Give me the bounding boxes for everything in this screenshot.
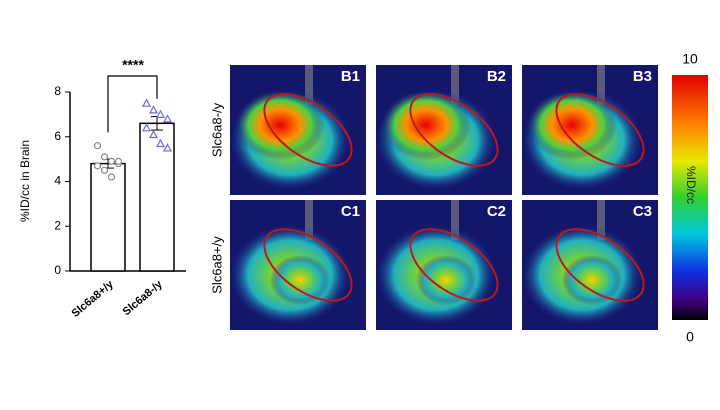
- data-point: [155, 109, 166, 118]
- data-point: [141, 98, 152, 107]
- panel-label: C1: [341, 203, 360, 220]
- panel-label: B2: [487, 68, 506, 85]
- panel-label: C3: [633, 203, 652, 220]
- brain-roi: [555, 93, 645, 167]
- data-point: [107, 157, 116, 165]
- y-tick-label: 6: [54, 129, 61, 143]
- data-point: [93, 162, 102, 170]
- brain-roi: [555, 228, 645, 302]
- y-tick-label: 0: [54, 263, 61, 277]
- scanner-bar: [597, 65, 605, 105]
- scanner-bar: [597, 200, 605, 240]
- x-tick-label: Slc6a8+/y: [69, 278, 116, 320]
- data-point: [114, 157, 123, 165]
- significance: ****: [122, 57, 144, 73]
- data-point: [148, 105, 159, 114]
- scanner-bar: [305, 200, 313, 240]
- y-axis-label: %ID/cc in Brain: [18, 140, 32, 222]
- data-point: [100, 153, 109, 161]
- panel-label: C2: [487, 203, 506, 220]
- data-point: [141, 123, 152, 132]
- x-tick-label: Slc6a8-/y: [121, 278, 166, 318]
- y-tick-label: 2: [54, 218, 61, 232]
- y-tick-label: 8: [54, 84, 61, 98]
- panel-label: B1: [341, 68, 360, 85]
- bar: [90, 162, 126, 272]
- uptake: [562, 255, 622, 305]
- uptake: [235, 90, 325, 160]
- colorbar-label: %ID/cc: [684, 166, 698, 204]
- uptake: [270, 255, 330, 305]
- panel-label: B3: [633, 68, 652, 85]
- brain-roi: [409, 228, 499, 302]
- uptake: [527, 90, 617, 160]
- scanner-bar: [451, 200, 459, 240]
- brain-roi: [263, 228, 353, 302]
- y-tick-label: 4: [54, 174, 61, 188]
- data-point: [162, 114, 173, 123]
- significance-bracket: [107, 75, 158, 133]
- data-point: [162, 143, 173, 152]
- colorbar-min: 0: [686, 329, 694, 345]
- scanner-bar: [305, 65, 313, 105]
- data-point: [155, 138, 166, 148]
- data-point: [93, 142, 102, 150]
- data-point: [100, 166, 109, 174]
- row-label: Slc6a8-/y: [209, 102, 224, 157]
- uptake: [416, 255, 476, 305]
- scanner-bar: [451, 65, 459, 105]
- data-point: [148, 129, 159, 139]
- brain-roi: [263, 93, 353, 167]
- colorbar-max: 10: [682, 51, 698, 67]
- brain-roi: [409, 93, 499, 167]
- data-point: [107, 173, 116, 181]
- row-label: Slc6a8+/y: [209, 236, 224, 294]
- colorbar: [672, 75, 708, 320]
- uptake: [381, 90, 471, 160]
